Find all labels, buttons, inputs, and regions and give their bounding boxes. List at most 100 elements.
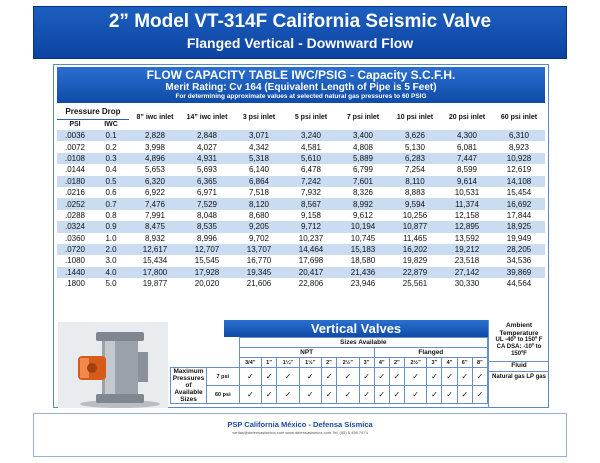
table-cell: 6,922 [144, 188, 166, 198]
table-cell: 15,545 [194, 256, 220, 266]
table-cell: 21,606 [246, 279, 272, 289]
table-cell: 8,680 [248, 210, 270, 220]
table-cell: 25,561 [402, 279, 428, 289]
table-cell: 9,158 [300, 210, 322, 220]
pressure-60psi: 60 psi [206, 385, 240, 404]
table-cell: 23,518 [454, 256, 480, 266]
table-cell: 0.2 [105, 142, 117, 152]
company-name: PSP California México - Defensa Sísmica [227, 420, 373, 429]
table-cell: 3,626 [389, 130, 441, 142]
table-cell: 3,071 [233, 130, 285, 142]
check-mark: ✓ [336, 367, 360, 386]
col-header: 20 psi inlet [448, 114, 486, 121]
table-cell: 7,254 [404, 165, 426, 175]
table-cell: 8,120 [233, 198, 285, 210]
check-mark: ✓ [388, 385, 405, 404]
table-row: .0108 0.3 4,896 4,931 5,318 5,610 5,889 6,283 7,… [57, 152, 545, 165]
check-mark: ✓ [456, 385, 473, 404]
table-cell: 21,436 [337, 266, 389, 279]
flanged-size: 4” [373, 357, 390, 368]
table-cell: 8,110 [389, 175, 441, 187]
max-pressure-label: Maximum Pressures of Available Sizes [170, 367, 207, 404]
table-cell: 19,212 [441, 243, 493, 256]
col-header: 7 psi inlet [346, 114, 380, 121]
check-mark: ✓ [403, 385, 428, 404]
table-cell: 8,326 [352, 188, 374, 198]
check-mark: ✓ [456, 367, 473, 386]
table-cell: 8,048 [196, 210, 218, 220]
table-cell: 8,923 [508, 142, 530, 152]
table-cell: .0036 [57, 130, 93, 142]
iwc-header: IWC [104, 121, 118, 129]
check-mark: ✓ [426, 367, 443, 386]
flanged-label: Flanged [373, 347, 489, 358]
table-cell: 6,799 [352, 165, 374, 175]
table-cell: .1800 [64, 279, 86, 289]
table-cell: 0.9 [93, 221, 129, 233]
table-row: .0288 0.8 7,991 8,048 8,680 9,158 9,612 10,256 1… [57, 210, 545, 221]
table-cell: 15,434 [142, 256, 168, 266]
table-cell: 8,992 [337, 198, 389, 210]
table-cell: 4,931 [181, 152, 233, 165]
flow-table-note: For determining approximate values at se… [175, 93, 427, 100]
table-cell: 6,310 [493, 130, 545, 142]
table-cell: 9,614 [441, 175, 493, 187]
table-cell: 10,237 [298, 233, 324, 243]
table-cell: 13,592 [454, 233, 480, 243]
table-cell: 7,518 [248, 188, 270, 198]
flanged-size: 2½” [336, 357, 360, 368]
check-mark: ✓ [298, 367, 322, 386]
pressure-7psi: 7 psi [206, 367, 240, 386]
table-cell: 6,971 [196, 188, 218, 198]
table-cell: 4,342 [248, 142, 270, 152]
table-cell: 0.8 [105, 210, 117, 220]
table-cell: 13,707 [233, 243, 285, 256]
table-row: .0252 0.7 7,476 7,529 8,120 8,567 8,992 9,594 11… [57, 198, 545, 210]
table-cell: 16,202 [389, 243, 441, 256]
table-cell: 8,996 [196, 233, 218, 243]
table-row: .1440 4.0 17,800 17,928 19,345 20,417 21,436 22… [57, 266, 545, 279]
flanged-size: 3” [426, 357, 443, 368]
valve-specs: Ambient Temperature UL -40º to 150º F CA… [488, 320, 549, 408]
table-cell: 12,619 [506, 165, 532, 175]
table-cell: 10,877 [389, 221, 441, 233]
contact-info: ventas@defensasismica.com www.defensasis… [232, 430, 368, 435]
table-cell: 3,240 [285, 130, 337, 142]
check-mark: ✓ [261, 367, 278, 386]
npt-label: NPT [238, 347, 375, 358]
table-cell: 6,081 [456, 142, 478, 152]
table-cell: 7,476 [129, 198, 181, 210]
table-cell: 14,108 [493, 175, 545, 187]
table-cell: 0.4 [105, 165, 117, 175]
table-cell: 11,374 [441, 198, 493, 210]
col-header: 10 psi inlet [396, 114, 434, 121]
table-cell: 12,158 [454, 210, 480, 220]
flanged-size: 4” [441, 357, 458, 368]
sizes-available-label: Sizes Available [238, 337, 489, 348]
check-mark: ✓ [276, 385, 300, 404]
table-cell: .0252 [57, 198, 93, 210]
table-cell: 11,465 [403, 233, 427, 243]
flanged-size: 2” [388, 357, 405, 368]
table-cell: 9,712 [285, 221, 337, 233]
col-header: 5 psi inlet [294, 114, 328, 121]
flow-table-header: FLOW CAPACITY TABLE IWC/PSIG - Capacity … [57, 67, 545, 103]
table-cell: 30,330 [454, 279, 480, 289]
table-cell: 23,946 [350, 279, 376, 289]
table-cell: 4,896 [129, 152, 181, 165]
table-cell: 19,345 [233, 266, 285, 279]
pressure-drop-header: Pressure Drop [57, 105, 129, 120]
table-row: .0720 2.0 12,617 12,707 13,707 14,464 15,183 16… [57, 243, 545, 256]
table-cell: 19,877 [142, 279, 168, 289]
vertical-valves-table: Sizes Available NPT Flanged 3/4” 1” 1¼” 1½”… [170, 337, 489, 404]
table-cell: 6,478 [300, 165, 322, 175]
check-mark: ✓ [471, 367, 489, 386]
table-cell: 10,194 [337, 221, 389, 233]
table-cell: 20,417 [285, 266, 337, 279]
table-cell: 10,531 [454, 188, 480, 198]
table-cell: 15,183 [337, 243, 389, 256]
table-cell: 3.0 [105, 256, 117, 266]
table-cell: 8,932 [144, 233, 166, 243]
table-row: .0216 0.6 6,922 6,971 7,518 7,932 8,326 8,883 10… [57, 187, 545, 198]
check-mark: ✓ [320, 367, 338, 386]
